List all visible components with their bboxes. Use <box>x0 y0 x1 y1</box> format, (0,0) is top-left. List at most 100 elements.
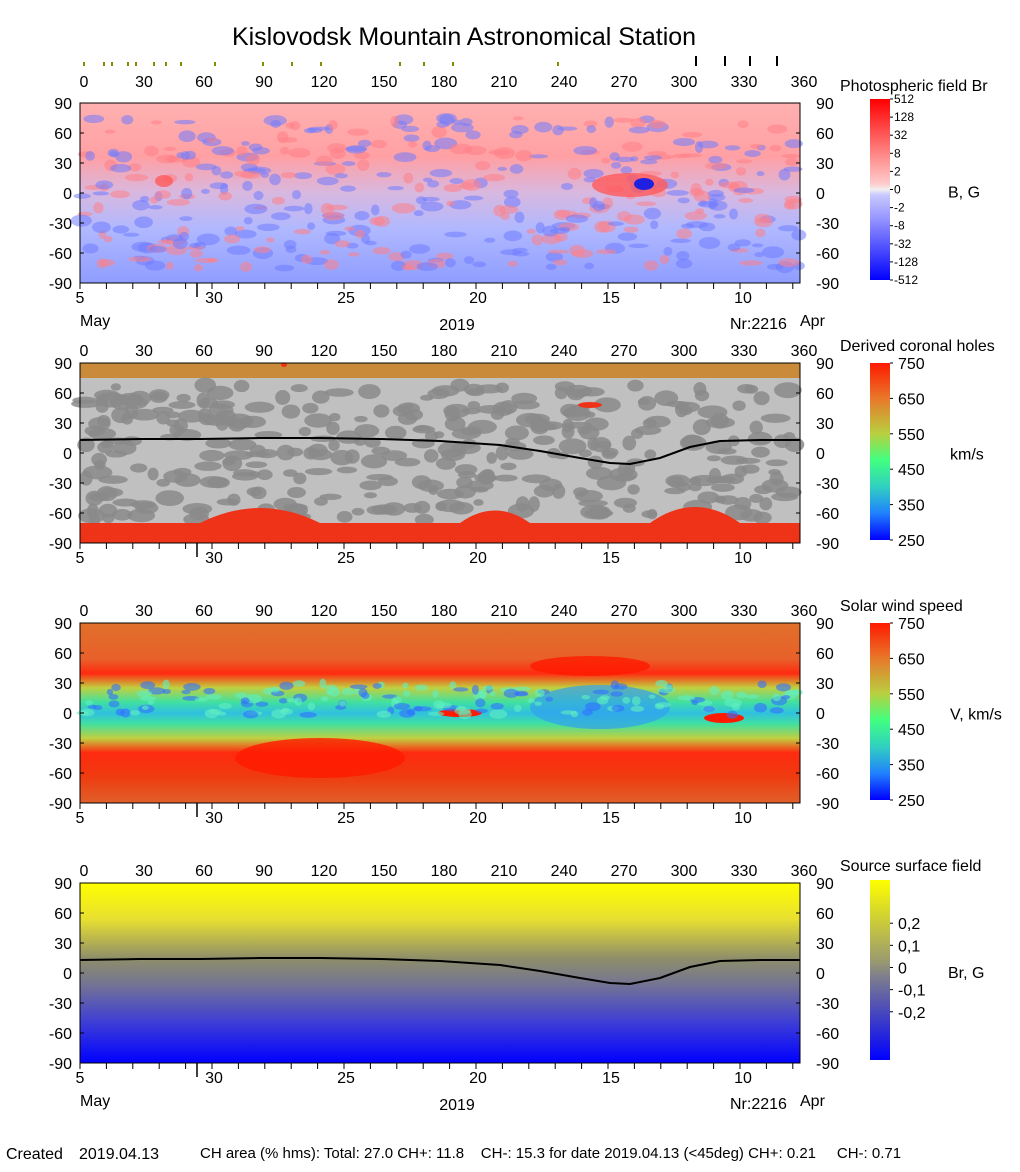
longitude-tick-label: 270 <box>611 74 638 91</box>
field-patch <box>128 163 142 172</box>
wind-speed-patch <box>432 690 439 698</box>
observation-marker <box>399 62 401 66</box>
closed-field-patch <box>222 457 236 466</box>
colorbar-tick-label: -2 <box>894 201 905 215</box>
field-patch <box>791 229 807 241</box>
closed-field-patch <box>744 384 759 394</box>
closed-field-patch <box>134 501 159 514</box>
closed-field-patch <box>749 420 763 435</box>
longitude-tick-label: 30 <box>135 603 153 620</box>
field-patch <box>695 208 705 215</box>
field-patch <box>472 261 487 268</box>
field-patch <box>92 221 111 234</box>
field-patch <box>148 245 167 253</box>
longitude-tick-label: 240 <box>551 603 578 620</box>
created-label: Created <box>6 1146 63 1163</box>
wind-speed-patch <box>205 693 222 700</box>
date-tick-label: 30 <box>205 550 223 567</box>
closed-field-patch <box>298 426 312 437</box>
field-patch <box>400 250 412 259</box>
wind-speed-patch <box>772 693 781 702</box>
wind-speed-patch <box>141 705 149 710</box>
longitude-tick-label: 120 <box>311 863 338 880</box>
wind-speed-patch <box>570 710 579 718</box>
date-tick-label: 25 <box>337 810 355 827</box>
field-patch <box>777 225 799 232</box>
closed-field-patch <box>638 396 657 411</box>
observation-marker <box>111 62 113 66</box>
wind-speed-patch <box>596 696 609 705</box>
closed-field-patch <box>354 424 380 438</box>
latitude-tick-label: 0 <box>63 446 72 463</box>
latitude-tick-label: 60 <box>816 646 834 663</box>
wind-speed-patch <box>534 701 542 706</box>
latitude-tick-label: 0 <box>816 186 825 203</box>
closed-field-patch <box>630 428 644 439</box>
latitude-tick-label: 30 <box>816 936 834 953</box>
fast-wind-stream <box>235 738 405 778</box>
observation-marker <box>320 62 322 66</box>
field-patch <box>528 154 549 159</box>
wind-speed-patch <box>292 680 306 687</box>
wind-speed-patch <box>720 690 734 701</box>
observation-marker <box>749 56 751 66</box>
closed-field-patch <box>358 384 381 400</box>
longitude-tick-label: 150 <box>371 74 398 91</box>
colorbar-tick-label: 512 <box>894 92 914 106</box>
date-tick-label: 10 <box>734 1070 752 1087</box>
closed-field-patch <box>173 428 202 441</box>
field-patch <box>220 171 234 179</box>
field-patch <box>735 167 747 176</box>
closed-field-patch <box>711 483 735 492</box>
field-patch <box>218 191 233 201</box>
field-patch <box>623 226 639 233</box>
field-patch <box>659 254 670 264</box>
field-patch <box>371 204 380 216</box>
closed-field-patch <box>564 384 593 398</box>
closed-field-patch <box>290 384 308 393</box>
latitude-tick-label: 0 <box>63 966 72 983</box>
field-patch <box>320 203 335 215</box>
colorbar-tick-label: 250 <box>898 793 925 810</box>
date-tick-label: 5 <box>76 290 85 307</box>
closed-field-patch <box>78 508 106 524</box>
map-source_surface_field <box>80 883 800 1063</box>
closed-field-patch <box>504 425 529 441</box>
field-patch <box>507 260 518 267</box>
longitude-tick-label: 60 <box>195 343 213 360</box>
field-patch <box>236 146 248 156</box>
date-tick-label: 20 <box>469 290 487 307</box>
field-patch <box>474 160 491 171</box>
closed-field-patch <box>735 457 761 464</box>
field-patch <box>663 246 673 256</box>
closed-field-patch <box>500 462 517 471</box>
closed-field-patch <box>471 486 489 493</box>
field-patch <box>778 258 800 267</box>
closed-field-patch <box>96 485 118 502</box>
field-patch <box>713 214 726 219</box>
closed-field-patch <box>224 413 254 429</box>
wind-speed-patch <box>781 695 791 700</box>
field-patch <box>241 141 250 146</box>
year-label: 2019 <box>439 1097 475 1114</box>
field-patch <box>778 168 791 181</box>
field-patch <box>623 214 645 225</box>
colorbar-tick-label: 32 <box>894 128 908 142</box>
wind-speed-patch <box>709 686 720 696</box>
longitude-tick-label: 0 <box>80 74 89 91</box>
wind-speed-patch <box>286 698 299 703</box>
field-patch <box>444 231 467 238</box>
wind-speed-patch <box>655 680 668 688</box>
field-patch <box>165 261 174 270</box>
observation-marker <box>214 62 216 66</box>
field-patch <box>328 119 338 130</box>
observation-marker <box>165 62 167 66</box>
closed-field-patch <box>194 377 217 393</box>
wind-speed-patch <box>414 684 428 691</box>
field-patch <box>82 243 99 254</box>
colorbar-solar_wind_speed <box>870 623 890 800</box>
field-patch <box>781 153 801 159</box>
closed-field-patch <box>751 446 770 458</box>
field-patch <box>755 228 766 238</box>
closed-field-patch <box>384 425 407 440</box>
